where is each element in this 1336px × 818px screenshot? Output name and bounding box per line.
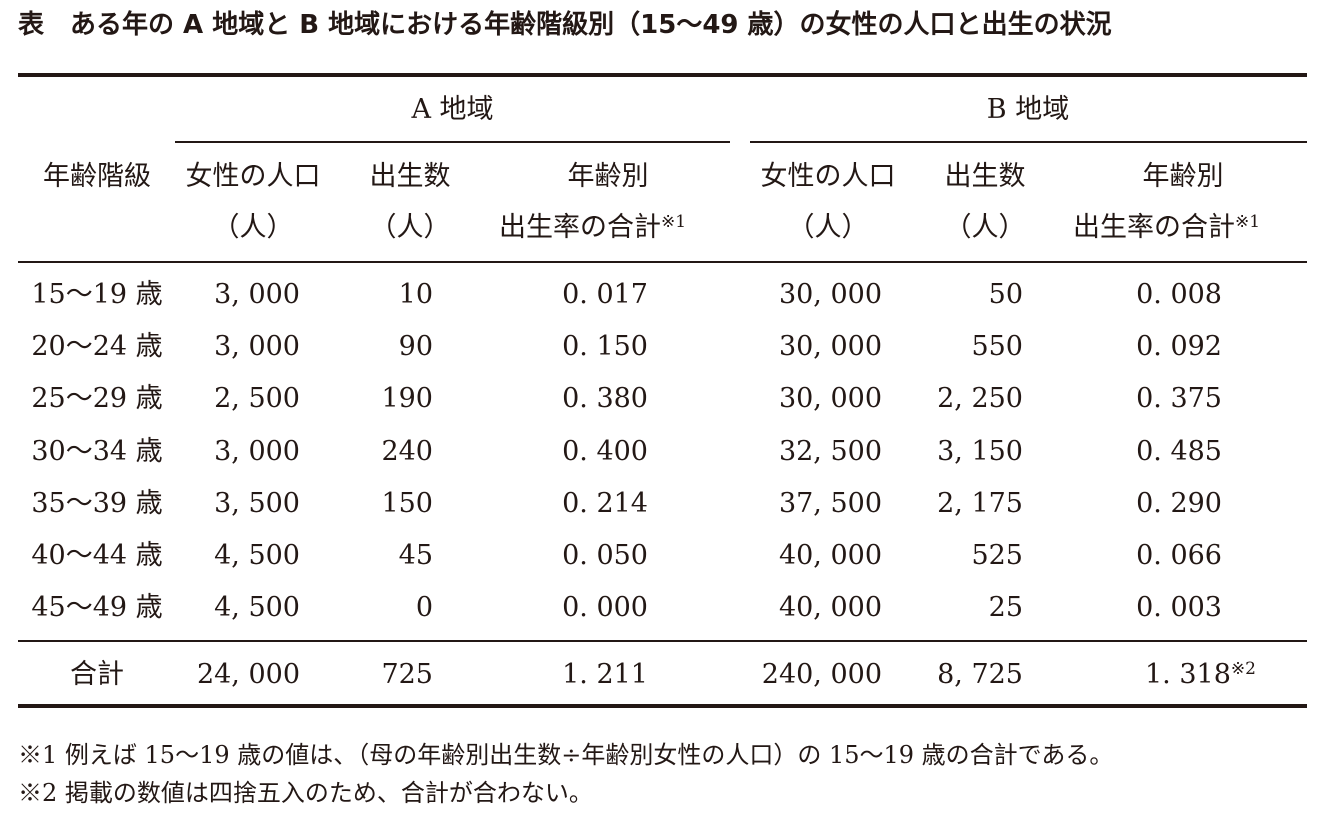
cell-a-pop: 4, 500 bbox=[214, 540, 300, 571]
cell-age: 30〜34 歳 bbox=[31, 435, 163, 467]
cell-a-births: 10 bbox=[398, 279, 433, 310]
cell-b-births: 50 bbox=[988, 279, 1023, 310]
cell-a-births: 150 bbox=[381, 487, 433, 519]
cell-b-pop: 37, 500 bbox=[778, 487, 882, 519]
cell-age: 40〜44 歳 bbox=[31, 540, 163, 571]
age-class-header: 年齢階級 bbox=[43, 161, 151, 192]
region-b-rule bbox=[750, 141, 1307, 143]
total-a-rate: 1. 211 bbox=[562, 659, 648, 690]
cell-b-rate: 0. 375 bbox=[1136, 383, 1222, 415]
cell-a-births: 45 bbox=[398, 540, 433, 571]
a-births-unit: （人） bbox=[369, 212, 451, 243]
cell-b-pop: 30, 000 bbox=[778, 383, 882, 415]
a-pop-header: 女性の人口 bbox=[185, 161, 321, 192]
cell-age: 15〜19 歳 bbox=[31, 279, 163, 310]
header-rule bbox=[18, 261, 1307, 263]
b-pop-header: 女性の人口 bbox=[760, 161, 896, 192]
cell-b-rate: 0. 290 bbox=[1136, 487, 1222, 519]
cell-a-pop: 4, 500 bbox=[214, 592, 300, 624]
cell-a-rate: 0. 380 bbox=[562, 383, 648, 415]
cell-b-pop: 30, 000 bbox=[778, 331, 882, 363]
top-rule bbox=[18, 73, 1307, 77]
cell-b-births: 2, 250 bbox=[937, 383, 1023, 415]
cell-a-births: 190 bbox=[381, 383, 433, 415]
cell-age: 20〜24 歳 bbox=[31, 331, 163, 363]
cell-a-births: 240 bbox=[381, 435, 433, 467]
total-rule bbox=[18, 640, 1307, 642]
total-a-pop: 24, 000 bbox=[196, 659, 300, 690]
cell-a-pop: 2, 500 bbox=[214, 383, 300, 415]
cell-a-pop: 3, 000 bbox=[214, 331, 300, 363]
cell-b-rate: 0. 003 bbox=[1136, 592, 1222, 624]
cell-a-rate: 0. 050 bbox=[562, 540, 648, 571]
cell-a-rate: 0. 150 bbox=[562, 331, 648, 363]
total-a-births: 725 bbox=[381, 659, 433, 690]
b-births-header: 出生数 bbox=[944, 161, 1026, 192]
cell-b-births: 525 bbox=[971, 540, 1023, 571]
region-b-header: B 地域 bbox=[986, 94, 1070, 125]
cell-b-pop: 40, 000 bbox=[778, 592, 882, 624]
cell-a-rate: 0. 000 bbox=[562, 592, 648, 624]
cell-a-births: 0 bbox=[415, 592, 433, 624]
cell-a-pop: 3, 500 bbox=[214, 487, 300, 519]
footnote-2: ※2 掲載の数値は四捨五入のため、合計が合わない。 bbox=[18, 779, 593, 807]
total-b-births: 8, 725 bbox=[937, 659, 1023, 690]
cell-b-rate: 0. 092 bbox=[1136, 331, 1222, 363]
total-b-pop: 240, 000 bbox=[761, 659, 882, 690]
b-rate-header: 年齢別 bbox=[1142, 161, 1224, 192]
cell-a-births: 90 bbox=[398, 331, 433, 363]
cell-b-births: 3, 150 bbox=[937, 435, 1023, 467]
b-pop-unit: （人） bbox=[787, 212, 869, 243]
a-rate-header-2: 出生率の合計※1 bbox=[499, 212, 687, 243]
cell-b-pop: 30, 000 bbox=[778, 279, 882, 310]
cell-a-rate: 0. 214 bbox=[562, 487, 648, 519]
a-rate-header: 年齢別 bbox=[567, 161, 649, 192]
cell-a-rate: 0. 400 bbox=[562, 435, 648, 467]
a-births-header: 出生数 bbox=[369, 161, 451, 192]
cell-a-rate: 0. 017 bbox=[562, 279, 648, 310]
cell-age: 45〜49 歳 bbox=[31, 592, 163, 624]
cell-b-births: 550 bbox=[971, 331, 1023, 363]
cell-b-rate: 0. 485 bbox=[1136, 435, 1222, 467]
b-rate-header-2: 出生率の合計※1 bbox=[1073, 212, 1261, 243]
total-label: 合計 bbox=[70, 659, 124, 690]
cell-a-pop: 3, 000 bbox=[214, 279, 300, 310]
table-title: 表 ある年の A 地域と B 地域における年齢階級別（15〜49 歳）の女性の人… bbox=[18, 10, 1112, 40]
cell-a-pop: 3, 000 bbox=[214, 435, 300, 467]
region-a-rule bbox=[175, 141, 730, 143]
bottom-rule bbox=[18, 704, 1307, 708]
cell-age: 35〜39 歳 bbox=[31, 487, 163, 519]
a-pop-unit: （人） bbox=[212, 212, 294, 243]
footnote-1: ※1 例えば 15〜19 歳の値は、（母の年齢別出生数÷年齢別女性の人口）の 1… bbox=[18, 741, 1114, 769]
b-births-unit: （人） bbox=[944, 212, 1026, 243]
region-a-header: A 地域 bbox=[411, 94, 494, 125]
total-b-rate: 1. 318※2 bbox=[1145, 659, 1256, 690]
cell-b-pop: 40, 000 bbox=[778, 540, 882, 571]
cell-b-pop: 32, 500 bbox=[778, 435, 882, 467]
cell-b-rate: 0. 008 bbox=[1136, 279, 1222, 310]
cell-b-births: 25 bbox=[988, 592, 1023, 624]
cell-age: 25〜29 歳 bbox=[31, 383, 163, 415]
cell-b-rate: 0. 066 bbox=[1136, 540, 1222, 571]
cell-b-births: 2, 175 bbox=[937, 487, 1023, 519]
